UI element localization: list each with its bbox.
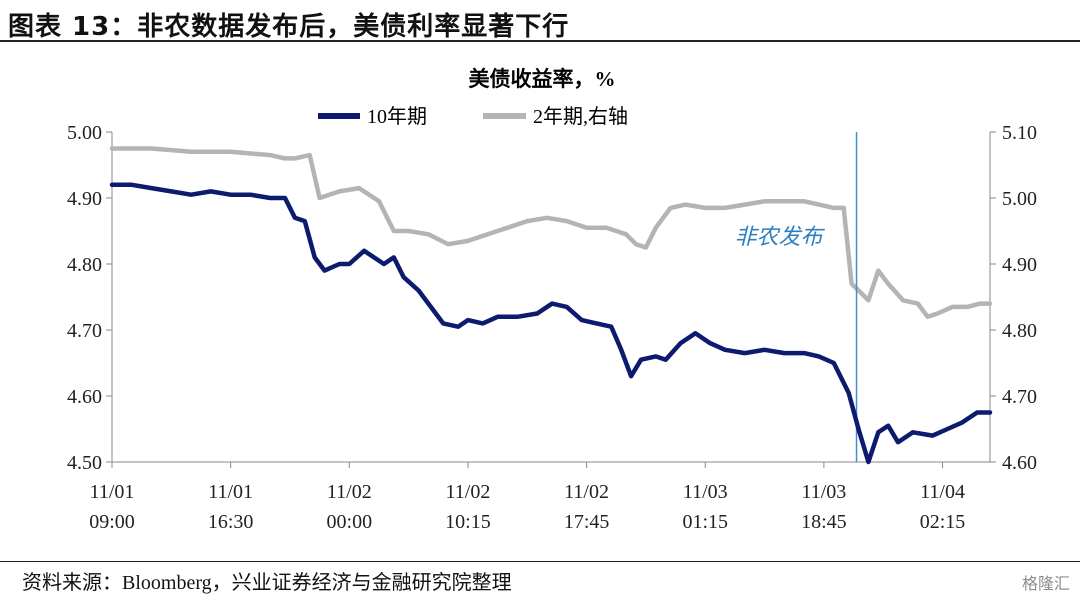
x-tick-label-time: 01:15 [682,511,728,533]
left-tick-label: 4.60 [67,386,102,408]
yield-chart: 美债收益率，% 10年期 2年期,右轴 4.50 4.60 4.70 4.80 4.90… [67,67,1037,533]
x-tick-label-date: 11/02 [564,481,609,503]
x-tick-label-date: 11/03 [683,481,728,503]
left-tick-label: 4.80 [67,254,102,276]
x-tick-label-date: 11/02 [327,481,372,503]
series-10y-line [109,182,993,465]
x-tick-label-date: 11/01 [90,481,135,503]
source-rule [0,561,1080,562]
series-10y [109,182,993,465]
left-tick-label: 4.50 [67,452,102,474]
x-tick-label-time: 09:00 [89,511,135,533]
source-note: 资料来源：Bloomberg，兴业证券经济与金融研究院整理 [22,572,512,594]
x-tick-label-time: 10:15 [445,511,491,533]
right-tick-label: 4.90 [1002,254,1037,276]
event-label: 非农发布 [735,224,826,249]
x-tick-label-date: 11/02 [446,481,491,503]
watermark-logo: 格隆汇 [1021,574,1070,593]
x-tick-label-time: 17:45 [564,511,610,533]
x-tick-label-time: 02:15 [920,511,966,533]
title-rule [0,40,1080,42]
left-tick-label: 4.90 [67,188,102,210]
right-tick-label: 5.10 [1002,122,1037,144]
x-tick-label-time: 18:45 [801,511,847,533]
right-tick-label: 4.70 [1002,386,1037,408]
x-tick-label-date: 11/01 [208,481,253,503]
right-tick-label: 5.00 [1002,188,1037,210]
figure-title: 图表 13：非农数据发布后，美债利率显著下行 [8,12,570,42]
axes: 4.50 4.60 4.70 4.80 4.90 5.00 4.60 4.70 4.80 4.90… [67,122,1037,533]
legend: 10年期 2年期,右轴 [318,105,628,128]
event-marker: 非农发布 [735,132,858,462]
right-tick-label: 4.80 [1002,320,1037,342]
left-tick-label: 5.00 [67,122,102,144]
chart-title: 美债收益率，% [469,67,616,91]
right-tick-label: 4.60 [1002,452,1037,474]
legend-label-2y: 2年期,右轴 [533,105,628,128]
x-tick-label-date: 11/04 [920,481,965,503]
x-tick-label-date: 11/03 [801,481,846,503]
series-2y-line [109,146,993,320]
x-tick-label-time: 00:00 [327,511,373,533]
series-2y [109,146,993,320]
legend-label-10y: 10年期 [367,105,427,128]
left-tick-label: 4.70 [67,320,102,342]
x-tick-label-time: 16:30 [208,511,254,533]
